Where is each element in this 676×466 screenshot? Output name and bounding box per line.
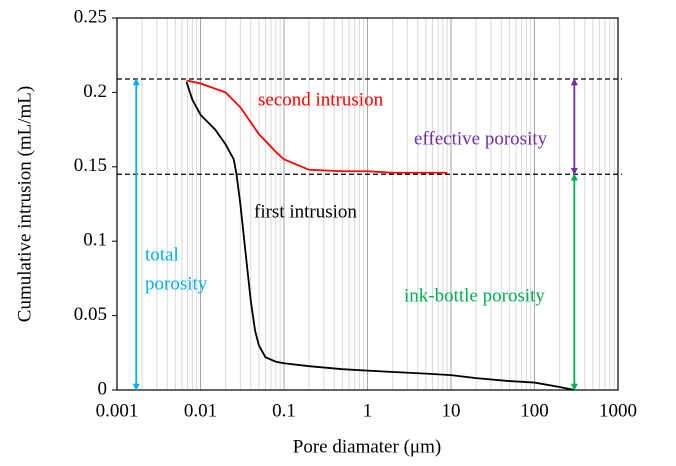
y-tick-label: 0.25 xyxy=(74,6,107,27)
x-tick-label: 1000 xyxy=(599,400,637,421)
plot-frame xyxy=(116,17,619,391)
y-tick-label: 0.1 xyxy=(83,230,107,251)
x-tick-label: 0.01 xyxy=(184,400,217,421)
y-tick-label: 0.05 xyxy=(74,304,107,325)
y-axis-label: Cumulative intrusion (mL/mL) xyxy=(14,86,35,322)
series-line xyxy=(186,79,448,174)
series-line xyxy=(185,81,575,391)
y-tick-label: 0.2 xyxy=(83,81,107,102)
x-tick-label: 100 xyxy=(520,400,549,421)
x-tick-label: 1 xyxy=(363,400,373,421)
series-label: second intrusion xyxy=(258,89,384,110)
annotation: effective porosity xyxy=(414,128,548,149)
y-tick-label: 0.15 xyxy=(74,155,107,176)
x-tick-label: 0.1 xyxy=(272,400,296,421)
annotation: porosity xyxy=(145,273,208,294)
annotation: ink-bottle porosity xyxy=(404,285,545,306)
x-tick-label: 10 xyxy=(442,400,461,421)
y-tick-label: 0 xyxy=(98,378,108,399)
x-tick-label: 0.001 xyxy=(96,400,139,421)
x-axis-label: Pore diamater (μm) xyxy=(293,436,441,457)
annotation: total xyxy=(145,244,179,265)
series-label: first intrusion xyxy=(254,201,357,222)
